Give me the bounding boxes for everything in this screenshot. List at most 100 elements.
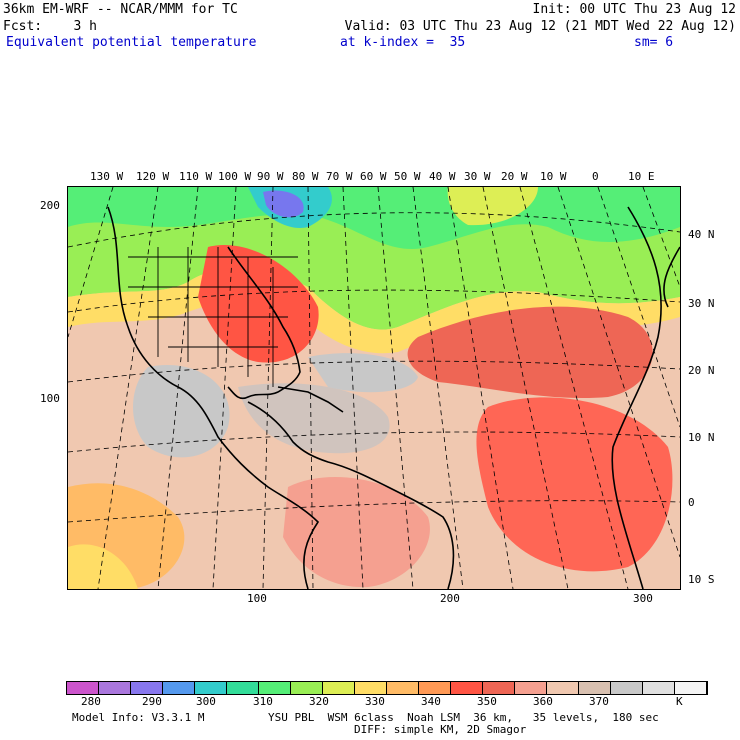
physics-info: YSU PBL WSM 6class Noah LSM 36 km, 35 le… [268,711,659,724]
colorbar-label: 360 [533,695,553,708]
state-boundaries [128,247,298,387]
init-time: Init: 00 UTC Thu 23 Aug 12 [532,2,737,17]
caribbean-islands [277,386,344,413]
graticule [68,187,680,589]
colorbar-label: 320 [309,695,329,708]
lon-line [597,187,680,428]
lon-label: 50 W [394,170,421,183]
smoothing-text: sm= 6 [634,35,674,50]
field-name: Equivalent potential temperature [6,35,257,50]
lat-line [68,212,680,248]
lat-line [68,431,680,453]
map-canvas [68,187,680,589]
lon-label: 10 W [540,170,567,183]
lat-line [68,289,680,313]
colorbar-swatch [355,682,387,694]
forecast-hour: Fcst: 3 h [3,19,97,34]
colorbar-swatch [515,682,547,694]
lower-band [68,544,138,589]
hot-patch [308,353,418,393]
lon-label: 20 W [501,170,528,183]
lon-label: 0 [592,170,599,183]
lat-line [68,500,680,523]
americas-west-coast [107,206,320,589]
colorbar-swatch [227,682,259,694]
lon-label: 40 W [429,170,456,183]
lat-label: 0 [688,496,695,509]
colorbar-swatch [611,682,643,694]
colorbar-label: 330 [365,695,385,708]
lon-label: 60 W [360,170,387,183]
lat-label: 40 N [688,228,715,241]
hot-patch [238,383,390,454]
theta-e-map [67,186,681,590]
lon-label: 30 W [464,170,491,183]
colorbar-swatch [131,682,163,694]
africa-west-coast [611,206,662,589]
central-south-america [247,401,455,589]
diffusion-info: DIFF: simple KM, 2D Smagor [354,723,527,736]
north-america-east-coast [227,246,301,400]
colorbar-swatch [195,682,227,694]
colorbar-swatch [163,682,195,694]
lon-line [97,187,159,589]
lat-label: 20 N [688,364,715,377]
valid-time: Valid: 03 UTC Thu 23 Aug 12 (21 MDT Wed … [344,19,736,34]
grid-x-label: 300 [633,592,653,605]
warm-patch [407,306,653,399]
colorbar-label: 300 [196,695,216,708]
lon-line [342,187,364,589]
lon-label: 120 W [136,170,170,183]
colorbar-swatch [419,682,451,694]
model-title: 36km EM-WRF -- NCAR/MMM for TC [3,2,238,17]
colorbar-label: 290 [142,695,162,708]
grid-x-label: 200 [440,592,460,605]
lon-line [262,187,274,589]
grid-y-label: 200 [40,199,60,212]
colorbar-swatch [483,682,515,694]
colorbar-swatch [259,682,291,694]
lon-label: 70 W [326,170,353,183]
lon-label: 130 W [90,170,124,183]
colorbar-unit: K [676,695,683,708]
colorbar [66,681,708,695]
colorbar-swatch [451,682,483,694]
colorbar-label: 310 [253,695,273,708]
hot-patch [133,365,230,458]
colorbar-swatch [643,682,675,694]
warm-patch [283,477,430,588]
colorbar-label: 280 [81,695,101,708]
colorbar-label: 340 [421,695,441,708]
colorbar-swatch [323,682,355,694]
lon-line [307,187,314,589]
lat-label: 10 N [688,431,715,444]
lon-line [447,187,514,589]
state-lines [128,256,298,348]
cool-patch [447,187,538,226]
lon-label: 80 W [292,170,319,183]
lon-label: 10 E [628,170,655,183]
colorbar-swatch [99,682,131,694]
grid-x-label: 100 [247,592,267,605]
state-lines [157,247,274,387]
colorbar-swatch [291,682,323,694]
lon-label: 100 W [218,170,252,183]
lon-line [157,187,199,589]
lon-line [482,187,569,589]
coastlines [107,206,680,589]
lon-line [519,187,629,589]
lon-label: 90 W [257,170,284,183]
lat-label: 30 N [688,297,715,310]
colorbar-swatch [675,682,707,694]
colorbar-label: 350 [477,695,497,708]
colorbar-swatch [547,682,579,694]
lon-line [68,187,114,338]
warm-patch [476,397,673,572]
lon-label: 110 W [179,170,213,183]
iberia-coast [663,246,680,308]
lon-line [557,187,680,558]
level-text: at k-index = 35 [340,35,466,50]
colorbar-swatch [387,682,419,694]
lat-line [68,360,680,383]
colorbar-label: 370 [589,695,609,708]
